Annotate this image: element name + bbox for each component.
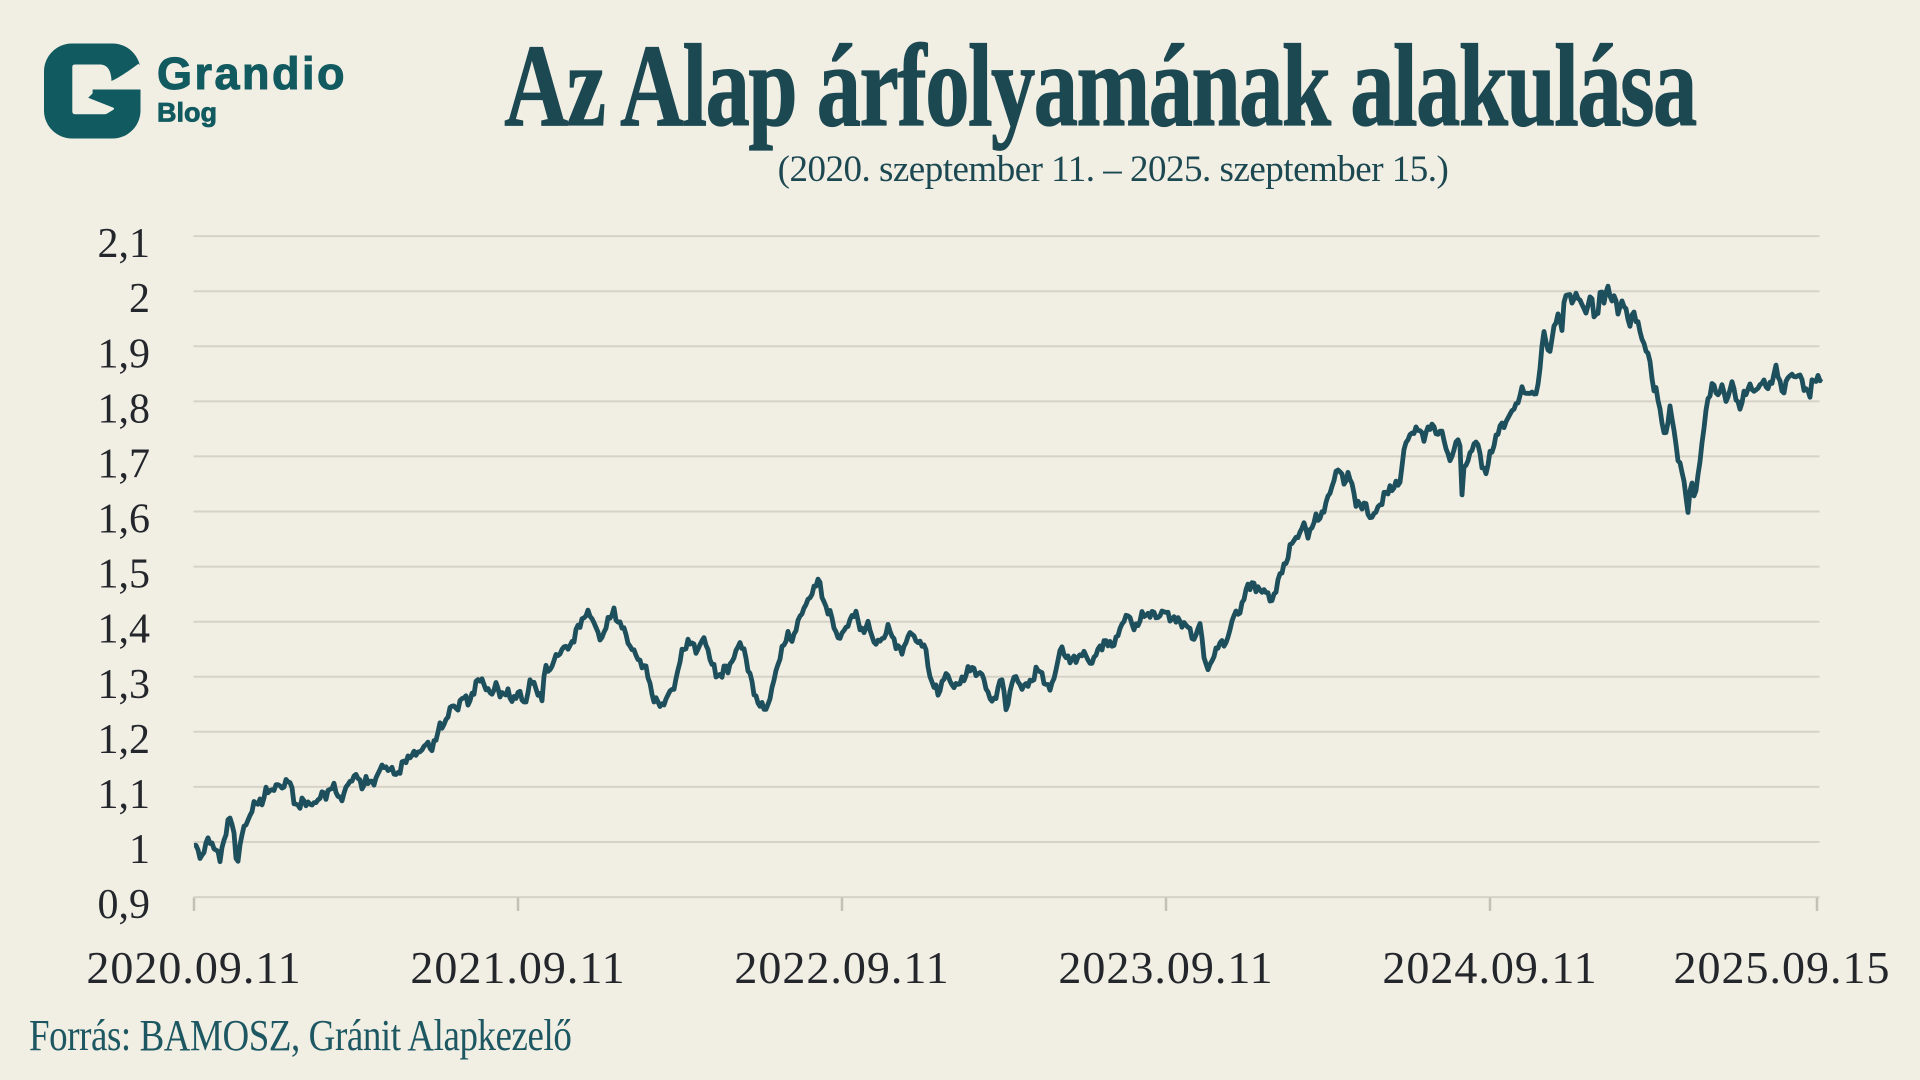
svg-text:2025.09.15: 2025.09.15 (1674, 942, 1891, 993)
svg-text:1,4: 1,4 (98, 607, 151, 653)
svg-text:Blog: Blog (157, 98, 217, 128)
svg-text:1,5: 1,5 (98, 552, 151, 598)
svg-text:2020.09.11: 2020.09.11 (86, 942, 301, 993)
svg-text:1,9: 1,9 (98, 331, 151, 377)
svg-text:2024.09.11: 2024.09.11 (1382, 942, 1597, 993)
svg-text:(2020. szeptember 11. – 2025.: (2020. szeptember 11. – 2025. szeptember… (778, 149, 1449, 190)
svg-text:2022.09.11: 2022.09.11 (734, 942, 949, 993)
svg-text:1: 1 (129, 827, 150, 873)
svg-text:Grandio: Grandio (157, 48, 347, 99)
svg-text:Forrás: BAMOSZ, Gránit Alapkez: Forrás: BAMOSZ, Gránit Alapkezelő (29, 1011, 571, 1060)
svg-text:Az Alap árfolyamának alakulása: Az Alap árfolyamának alakulása (504, 20, 1696, 151)
svg-text:1,6: 1,6 (98, 497, 151, 543)
svg-text:1,7: 1,7 (98, 441, 151, 487)
svg-text:2021.09.11: 2021.09.11 (410, 942, 625, 993)
svg-text:2023.09.11: 2023.09.11 (1058, 942, 1273, 993)
svg-text:1,2: 1,2 (98, 717, 151, 763)
svg-text:1,1: 1,1 (98, 772, 151, 818)
svg-text:1,8: 1,8 (98, 386, 151, 432)
svg-text:2,1: 2,1 (98, 221, 151, 267)
svg-text:1,3: 1,3 (98, 662, 151, 708)
svg-text:0,9: 0,9 (98, 882, 151, 928)
svg-text:2: 2 (129, 276, 150, 322)
